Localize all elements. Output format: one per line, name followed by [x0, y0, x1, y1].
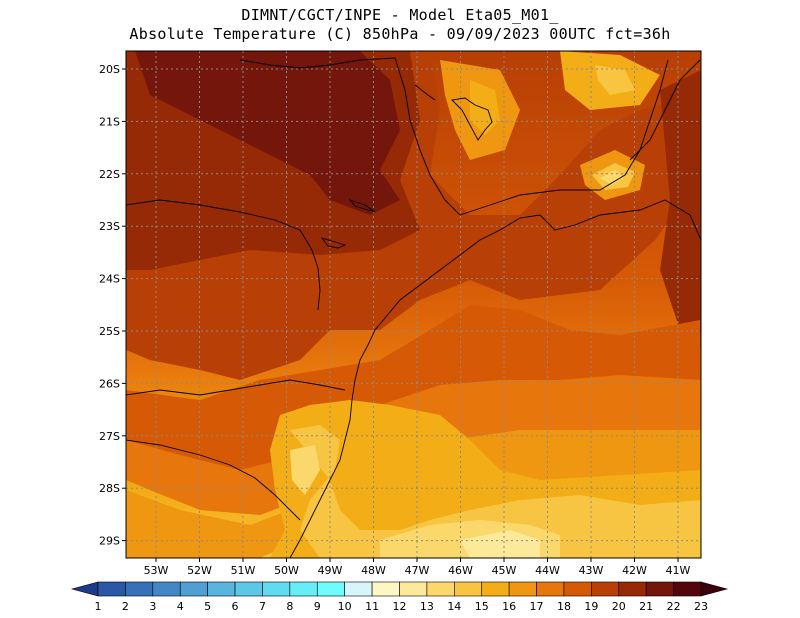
lon-label: 41W — [666, 564, 691, 577]
colorbar-segment — [125, 581, 154, 597]
lat-label: 27S — [99, 430, 120, 443]
colorbar-segment — [536, 581, 565, 597]
lon-label: 52W — [187, 564, 212, 577]
lon-label: 45W — [492, 564, 517, 577]
colorbar-segment — [618, 581, 647, 597]
colorbar-tick-label: 20 — [612, 600, 626, 613]
colorbar-segment — [591, 581, 620, 597]
lat-label: 21S — [99, 115, 120, 128]
colorbar-tick-label: 3 — [149, 600, 156, 613]
reservoir-3 — [320, 237, 347, 249]
latitude-labels: 20S 21S 22S 23S 24S 25S 26S 27S 28S 29S — [99, 63, 126, 548]
lon-label: 42W — [622, 564, 647, 577]
lat-label: 20S — [99, 63, 120, 76]
colorbar-segment — [508, 581, 537, 597]
border-pr-sc — [126, 379, 346, 396]
reservoir-1 — [451, 97, 493, 141]
colorbar-segment — [179, 581, 208, 597]
lat-label: 28S — [99, 482, 120, 495]
colorbar-tick-label: 2 — [122, 600, 129, 613]
contour-19c — [126, 305, 701, 480]
lat-label: 29S — [99, 535, 120, 548]
colorbar-tick-label: 7 — [259, 600, 266, 613]
colorbar-tick-label: 17 — [530, 600, 544, 613]
border-sc-rs — [126, 439, 301, 521]
colorbar-segment — [234, 581, 263, 597]
colorbar-segment — [563, 581, 592, 597]
lon-label: 46W — [448, 564, 473, 577]
colorbar-tick-label: 22 — [667, 600, 681, 613]
lon-label: 44W — [535, 564, 560, 577]
colorbar-tick-label: 21 — [639, 600, 653, 613]
colorbar-tick-label: 15 — [475, 600, 489, 613]
colorbar-segment — [97, 581, 126, 597]
colorbar-labels: 1 2 3 4 5 6 7 8 9 10 11 12 13 14 15 16 17 18 19 20 21 22 23 — [95, 600, 709, 613]
colorbar-segment — [426, 581, 455, 597]
colorbar-segment — [673, 581, 702, 597]
colorbar-tick-label: 16 — [502, 600, 516, 613]
title-line-1: DIMNT/CGCT/INPE - Model Eta05_M01_ — [241, 6, 559, 24]
colorbar-segment — [645, 581, 674, 597]
lat-label: 22S — [99, 168, 120, 181]
lat-label: 23S — [99, 220, 120, 233]
colorbar-segment — [316, 581, 345, 597]
contour-15c — [290, 425, 701, 558]
lon-label: 49W — [318, 564, 343, 577]
colorbar-tick-label: 19 — [584, 600, 598, 613]
colorbar-segment — [481, 581, 510, 597]
colorbar-segment — [399, 581, 428, 597]
graticule-grid — [126, 51, 701, 558]
colorbar-tick-label: 23 — [694, 600, 708, 613]
lat-label: 26S — [99, 377, 120, 390]
colorbar-tick-label: 5 — [204, 600, 211, 613]
lat-label: 25S — [99, 325, 120, 338]
lon-label: 53W — [144, 564, 169, 577]
colorbar-segment — [262, 581, 291, 597]
lon-label: 48W — [361, 564, 386, 577]
colorbar-segment — [454, 581, 483, 597]
colorbar-tick-label: 6 — [232, 600, 239, 613]
temperature-field — [126, 51, 701, 558]
colorbar-segment — [152, 581, 181, 597]
coastline-and-borders — [126, 57, 701, 558]
colorbar — [70, 581, 729, 597]
colorbar-segment — [289, 581, 318, 597]
colorbar-tick-label: 4 — [177, 600, 184, 613]
colorbar-segment — [371, 581, 400, 597]
contour-22c — [135, 51, 400, 215]
colorbar-tick-label: 8 — [286, 600, 293, 613]
lon-label: 50W — [274, 564, 299, 577]
title-line-2: Absolute Temperature (C) 850hPa - 09/09/… — [129, 25, 671, 43]
lon-label: 47W — [405, 564, 430, 577]
colorbar-tick-label: 18 — [557, 600, 571, 613]
colorbar-arrow-left — [70, 581, 99, 597]
colorbar-tick-label: 9 — [314, 600, 321, 613]
longitude-labels: 53W 52W 51W 50W 49W 48W 47W 46W 45W 44W 43W 42W 41W — [144, 558, 691, 577]
colorbar-segment — [207, 581, 236, 597]
lat-label: 24S — [99, 273, 120, 286]
colorbar-tick-label: 13 — [420, 600, 434, 613]
border-ms-sp — [126, 199, 321, 311]
border-mg-es — [629, 59, 701, 161]
colorbar-tick-label: 12 — [393, 600, 407, 613]
colorbar-arrow-right — [700, 581, 729, 597]
reservoir-2 — [348, 199, 376, 213]
colorbar-tick-label: 14 — [447, 600, 461, 613]
colorbar-segment — [344, 581, 373, 597]
lon-label: 43W — [579, 564, 604, 577]
colorbar-tick-label: 1 — [95, 600, 102, 613]
lon-label: 51W — [231, 564, 256, 577]
border-mg-rj — [459, 59, 669, 216]
coastline — [289, 199, 701, 558]
colorbar-tick-label: 11 — [365, 600, 379, 613]
border-sp-mg — [239, 57, 461, 216]
colorbar-tick-label: 10 — [338, 600, 352, 613]
map-frame — [125, 50, 702, 559]
